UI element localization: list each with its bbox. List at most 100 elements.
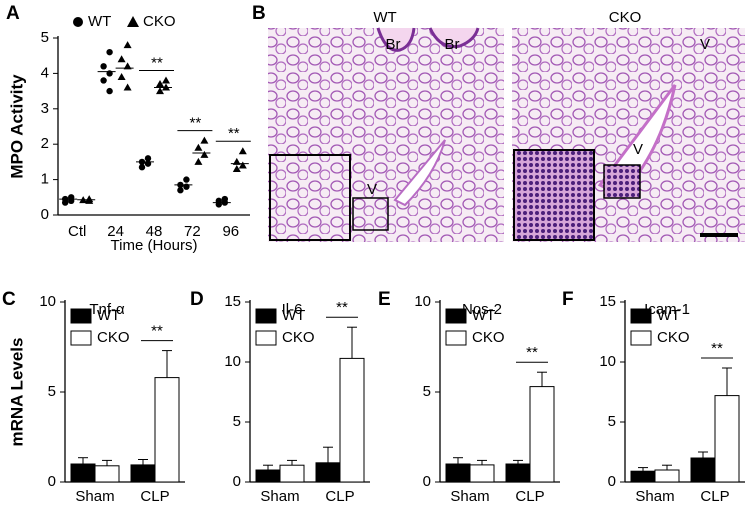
x-tick-label: CLP [515,488,544,505]
significance: ** [336,299,348,316]
y-tick-label: 10 [414,293,431,310]
point [156,87,164,95]
y-tick-label: 4 [41,64,49,81]
bar [505,463,531,483]
point [85,196,94,204]
point [106,48,113,56]
point [117,55,126,63]
bar [94,465,120,483]
x-tick-label: 24 [107,223,124,240]
significance: ** [228,125,240,142]
point [123,83,132,91]
legend-swatch [255,308,277,324]
y-tick-label: 0 [233,473,241,490]
point [238,161,247,169]
point [61,199,69,206]
x-tick-label: 96 [222,223,239,240]
bar [255,469,281,483]
y-tick-label: 15 [224,293,241,310]
point [238,147,247,155]
y-axis-label: mRNA Levels [7,338,26,447]
image-label: CKO [609,9,642,26]
vessel [393,139,446,207]
point [144,155,152,162]
significance: ** [711,340,723,357]
bar [279,464,305,483]
significance: ** [151,323,163,340]
bar [70,463,96,483]
point [177,187,184,194]
point [138,164,146,171]
x-tick-label: Sham [450,488,489,505]
bar [630,470,656,483]
bar [654,469,680,483]
y-tick-label: 1 [41,171,49,188]
legend-swatch [445,330,467,346]
histology [268,27,745,242]
point [156,80,164,88]
bar [529,386,555,483]
point [232,157,241,165]
bar [714,395,740,483]
point [117,72,126,80]
chart-title: Tnf-α [89,301,125,318]
significance: ** [151,54,163,71]
y-tick-label: 0 [41,206,49,223]
point [232,164,241,172]
legend-label: WT [282,307,305,324]
y-tick-label: 10 [599,353,616,370]
x-tick-label: CLP [140,488,169,505]
y-axis-label: MPO Activity [7,74,26,179]
point [194,157,203,165]
legend-swatch [70,330,92,346]
y-tick-label: 10 [224,353,241,370]
x-tick-label: Sham [260,488,299,505]
panel-label: C [2,289,16,310]
y-tick-label: 2 [41,135,49,152]
bar [445,463,471,483]
legend-label: CKO [282,329,315,346]
bar [315,462,341,483]
y-tick-label: 15 [599,293,616,310]
panel-label: E [378,289,391,310]
inset [513,149,595,241]
legend-swatch [255,330,277,346]
legend-marker [127,16,139,27]
legend-label: WT [97,307,120,324]
panel-label: B [252,3,266,24]
legend-swatch [70,308,92,324]
legend-swatch [630,330,652,346]
point [123,41,132,49]
chart-title: Icam-1 [644,301,690,318]
x-tick-label: CLP [700,488,729,505]
chart-title: Nos-2 [462,301,502,318]
image-annotation: V [633,141,643,158]
y-tick-label: 5 [233,413,241,430]
x-tick-label: 72 [184,223,201,240]
legend-marker [73,17,83,27]
panel-label: F [562,289,574,310]
point [183,176,190,183]
image-annotation: V [367,181,377,198]
legend-label: CKO [472,329,505,346]
x-tick-label: Sham [635,488,674,505]
point [162,76,170,84]
point [106,87,113,95]
y-tick-label: 5 [48,383,56,400]
y-tick-label: 0 [48,473,56,490]
legend-label: WT [657,307,680,324]
legend-label: CKO [143,13,176,30]
image-label: WT [373,9,396,26]
bar [469,464,495,483]
y-tick-label: 0 [423,473,431,490]
panel-label: A [6,3,20,24]
bronchiole [376,27,480,52]
y-tick-label: 5 [41,29,49,46]
bar [154,377,180,483]
y-tick-label: 0 [608,473,616,490]
legend-label: WT [88,13,111,30]
inset [269,154,351,241]
x-tick-label: Ctl [68,223,86,240]
legend-label: CKO [657,329,690,346]
